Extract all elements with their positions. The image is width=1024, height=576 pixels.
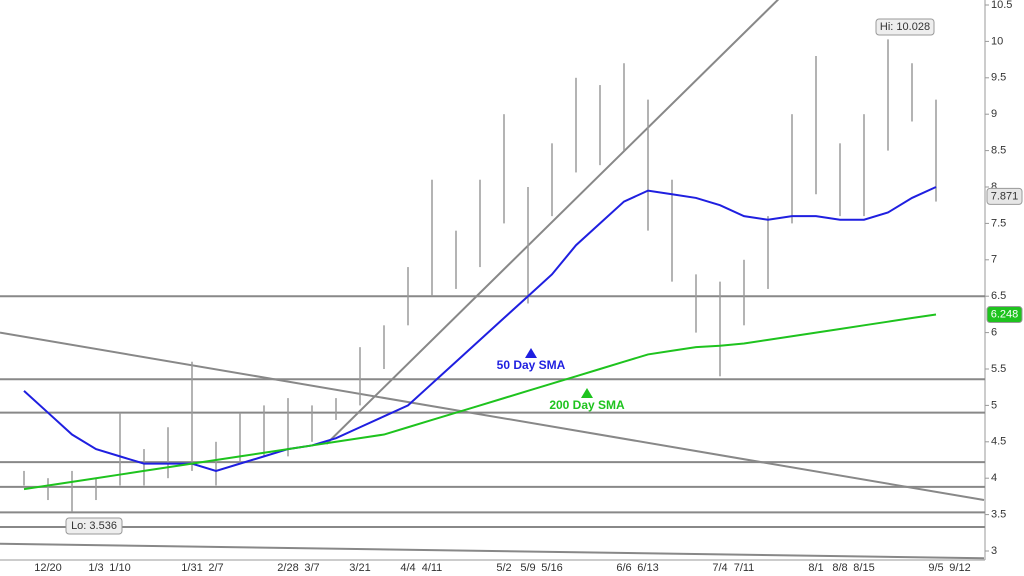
x-tick-label: 7/11 bbox=[734, 562, 755, 574]
last-price-box bbox=[986, 187, 1023, 205]
x-tick-label: 5/9 bbox=[520, 562, 535, 574]
x-tick-label: 2/7 bbox=[208, 562, 223, 574]
y-tick-label: 9.5 bbox=[991, 72, 1006, 84]
last-price: 7.871 bbox=[991, 190, 1019, 202]
y-tick-label: 5.5 bbox=[991, 363, 1006, 375]
y-tick-label: 5 bbox=[991, 399, 997, 411]
x-tick-label: 7/4 bbox=[712, 562, 727, 574]
x-tick-label: 5/16 bbox=[541, 562, 562, 574]
x-tick-label: 6/13 bbox=[637, 562, 658, 574]
marker bbox=[581, 388, 593, 398]
x-tick-label: 3/7 bbox=[304, 562, 319, 574]
x-tick-label: 5/2 bbox=[496, 562, 511, 574]
y-tick-label: 6 bbox=[991, 327, 997, 339]
y-tick-label: 8 bbox=[991, 181, 997, 193]
y-tick-label: 9 bbox=[991, 108, 997, 120]
y-tick-label: 6.5 bbox=[991, 290, 1006, 302]
sma50-label: 50 Day SMA bbox=[497, 358, 566, 372]
y-tick-label: 8.5 bbox=[991, 145, 1006, 157]
x-tick-label: 1/10 bbox=[109, 562, 130, 574]
x-tick-label: 12/20 bbox=[34, 562, 62, 574]
x-tick-label: 8/8 bbox=[832, 562, 847, 574]
sma200-last-box bbox=[986, 306, 1023, 324]
y-tick-label: 10.5 bbox=[991, 0, 1012, 11]
low-label: Lo: 3.536 bbox=[71, 520, 117, 532]
y-tick-label: 10 bbox=[991, 35, 1003, 47]
low-label-box bbox=[65, 517, 123, 535]
sma200-line bbox=[23, 313, 937, 491]
x-tick-label: 4/4 bbox=[400, 562, 415, 574]
high-label-box bbox=[875, 18, 935, 36]
x-tick-label: 2/28 bbox=[277, 562, 298, 574]
x-tick-label: 6/6 bbox=[616, 562, 631, 574]
trend-line bbox=[0, 542, 985, 560]
x-tick-label: 3/21 bbox=[349, 562, 370, 574]
trend-line bbox=[0, 331, 985, 502]
y-tick-label: 4.5 bbox=[991, 436, 1006, 448]
y-tick-label: 3.5 bbox=[991, 509, 1006, 521]
x-tick-label: 8/1 bbox=[808, 562, 823, 574]
sma50-line bbox=[23, 186, 937, 472]
y-tick-label: 7 bbox=[991, 254, 997, 266]
y-tick-label: 3 bbox=[991, 545, 997, 557]
y-tick-label: 4 bbox=[991, 472, 997, 484]
x-tick-label: 9/12 bbox=[949, 562, 970, 574]
high-label: Hi: 10.028 bbox=[880, 21, 930, 33]
marker bbox=[525, 348, 537, 358]
x-tick-label: 1/31 bbox=[181, 562, 202, 574]
x-tick-label: 4/11 bbox=[422, 562, 443, 574]
x-tick-label: 9/5 bbox=[928, 562, 943, 574]
sma200-label: 200 Day SMA bbox=[549, 398, 625, 412]
y-tick-label: 7.5 bbox=[991, 217, 1006, 229]
sma200-last: 6.248 bbox=[991, 308, 1019, 320]
x-tick-label: 8/15 bbox=[853, 562, 874, 574]
x-tick-label: 1/3 bbox=[88, 562, 103, 574]
trend-line bbox=[325, 0, 780, 445]
